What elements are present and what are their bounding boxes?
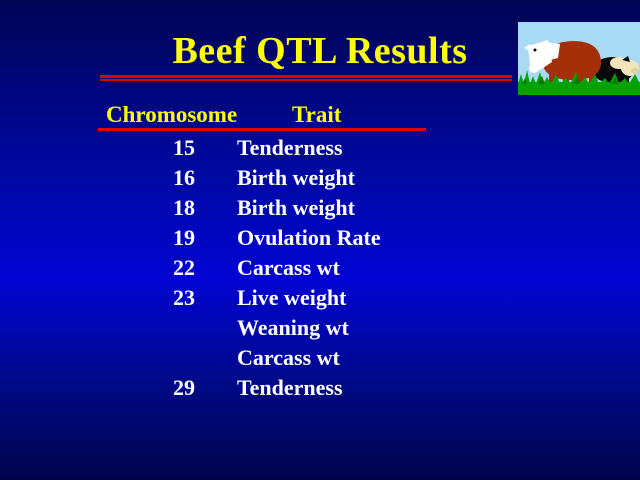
trait-cell: Live weight — [237, 285, 347, 310]
title-underline — [100, 75, 512, 81]
chromosome-cell: 16 — [173, 165, 195, 190]
chromosome-cell: 19 — [173, 225, 195, 250]
qtl-results-table: 15 Tenderness 16 Birth weight 18 Birth w… — [0, 133, 520, 403]
column-header-trait: Trait — [292, 102, 342, 127]
chromosome-cell: 22 — [173, 255, 195, 280]
column-header-chromosome: Chromosome — [106, 102, 238, 127]
trait-cell: Carcass wt — [237, 255, 340, 280]
table-row: 19 Ovulation Rate — [0, 223, 520, 253]
chromosome-cell: 18 — [173, 195, 195, 220]
header-underline — [98, 128, 426, 131]
table-row: 29 Tenderness — [0, 373, 520, 403]
cattle-clipart-image — [518, 22, 640, 95]
trait-cell: Birth weight — [237, 165, 355, 190]
title-underline-thin-line — [100, 79, 512, 81]
trait-cell: Tenderness — [237, 375, 343, 400]
chromosome-cell: 15 — [173, 135, 195, 160]
trait-cell: Weaning wt — [237, 315, 349, 340]
chromosome-cell: 29 — [173, 375, 195, 400]
trait-cell: Ovulation Rate — [237, 225, 381, 250]
trait-cell: Birth weight — [237, 195, 355, 220]
chromosome-cell — [0, 313, 195, 343]
title-underline-thick-line — [100, 75, 512, 78]
table-row: 22 Carcass wt — [0, 253, 520, 283]
grass — [518, 70, 640, 95]
trait-cell: Tenderness — [237, 135, 343, 160]
chromosome-cell: 23 — [173, 285, 195, 310]
trait-cell: Carcass wt — [237, 345, 340, 370]
chromosome-cell — [0, 343, 195, 373]
slide-title: Beef QTL Results — [172, 30, 468, 72]
table-row: Weaning wt — [0, 313, 520, 343]
table-row: 16 Birth weight — [0, 163, 520, 193]
table-row: 18 Birth weight — [0, 193, 520, 223]
table-row: 23 Live weight — [0, 283, 520, 313]
cattle-clipart — [518, 22, 640, 95]
table-row: Carcass wt — [0, 343, 520, 373]
table-row: 15 Tenderness — [0, 133, 520, 163]
